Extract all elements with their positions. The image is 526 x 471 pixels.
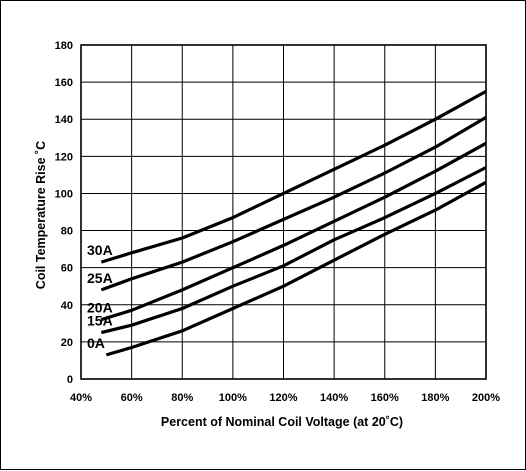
y-tick-labels: 0 20 40 60 80 100 120 140 160 180 bbox=[55, 40, 73, 386]
series-line-15a bbox=[100, 166, 487, 335]
y-tick-label: 100 bbox=[55, 188, 73, 200]
y-tick-label: 180 bbox=[55, 40, 73, 52]
series-lines bbox=[100, 89, 487, 357]
y-tick-label: 60 bbox=[61, 263, 73, 275]
y-tick-label: 120 bbox=[55, 151, 73, 163]
series-label-25a: 25A bbox=[87, 270, 113, 286]
plot-area-border bbox=[80, 44, 487, 380]
x-tick-label: 60% bbox=[121, 392, 143, 404]
x-tick-label: 200% bbox=[472, 392, 500, 404]
series-line-20a bbox=[100, 141, 487, 322]
series-label-0a: 0A bbox=[87, 335, 105, 351]
y-axis-title: Coil Temperature Rise ˚C bbox=[34, 141, 48, 289]
x-tick-label: 40% bbox=[70, 392, 92, 404]
x-tick-label: 180% bbox=[421, 392, 449, 404]
series-label-30a: 30A bbox=[87, 242, 113, 258]
x-tick-label: 80% bbox=[171, 392, 193, 404]
y-tick-label: 40 bbox=[61, 300, 73, 312]
y-tick-label: 160 bbox=[55, 77, 73, 89]
series-label-20a: 20A bbox=[87, 300, 113, 316]
x-tick-labels: 40% 60% 80% 100% 120% 140% 160% 180% 200% bbox=[70, 392, 500, 404]
series-label-15a: 15A bbox=[87, 313, 113, 329]
y-tick-label: 80 bbox=[61, 226, 73, 238]
x-tick-label: 120% bbox=[269, 392, 297, 404]
series-line-0a bbox=[105, 180, 487, 357]
x-tick-label: 140% bbox=[320, 392, 348, 404]
x-axis-title: Percent of Nominal Coil Voltage (at 20˚C… bbox=[161, 415, 403, 429]
series-line-30a bbox=[100, 89, 487, 264]
grid bbox=[81, 45, 486, 379]
y-tick-label: 140 bbox=[55, 114, 73, 126]
y-tick-label: 20 bbox=[61, 337, 73, 349]
plot-border bbox=[80, 44, 487, 380]
y-tick-label: 0 bbox=[67, 374, 73, 386]
x-tick-label: 160% bbox=[371, 392, 399, 404]
series-line-25a bbox=[100, 116, 487, 292]
x-tick-label: 100% bbox=[219, 392, 247, 404]
